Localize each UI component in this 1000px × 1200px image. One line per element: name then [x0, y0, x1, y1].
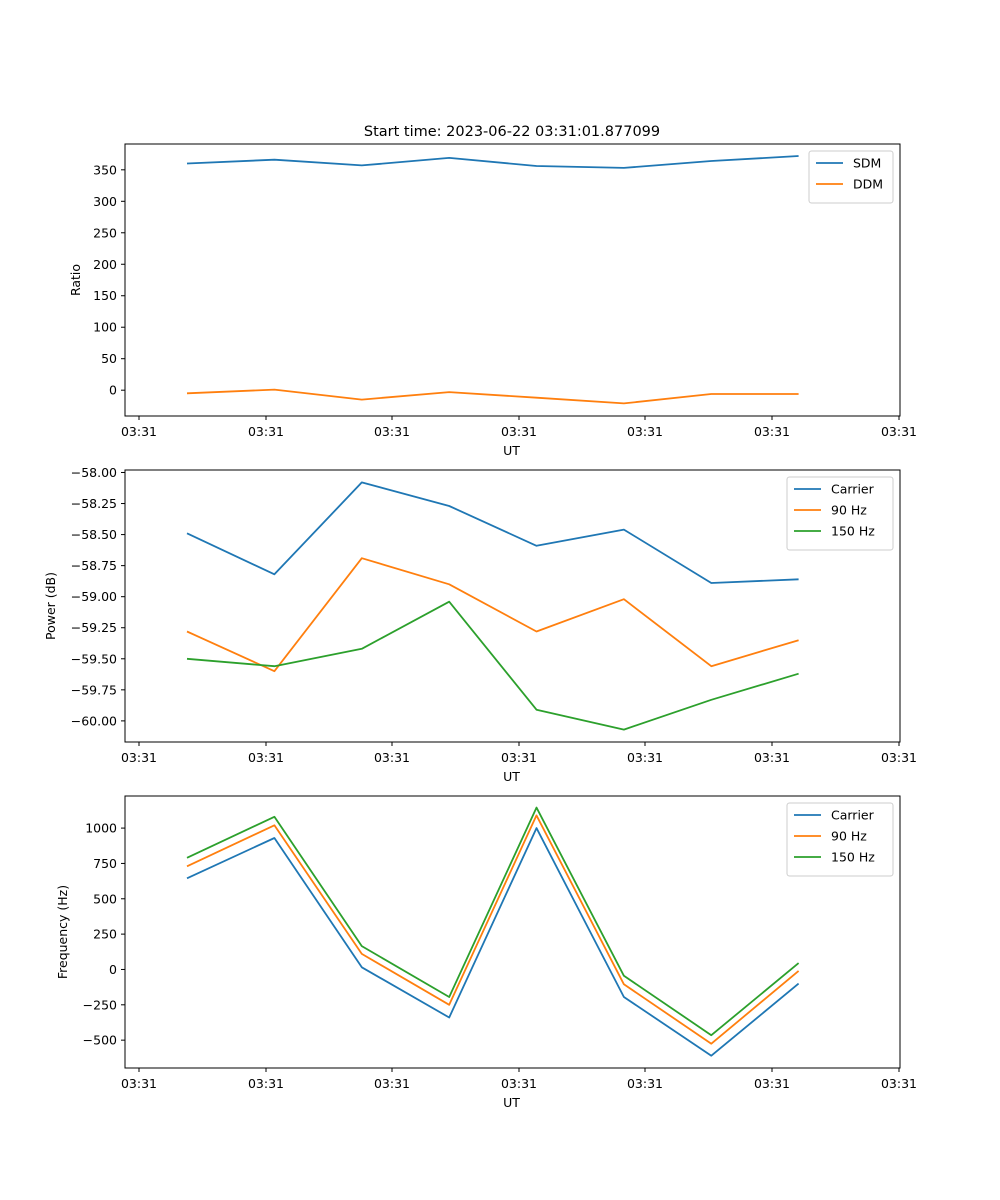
- y-tick-label: −60.00: [71, 713, 117, 728]
- y-axis-label: Power (dB): [43, 572, 58, 640]
- x-tick-label: 03:31: [627, 1076, 663, 1091]
- x-tick-label: 03:31: [374, 424, 410, 439]
- y-tick-label: 750: [93, 856, 117, 871]
- y-tick-label: −59.25: [71, 620, 117, 635]
- legend-label: SDM: [853, 156, 881, 171]
- x-tick-label: 03:31: [121, 750, 157, 765]
- y-tick-label: −250: [83, 997, 117, 1012]
- legend-label: 90 Hz: [831, 829, 867, 844]
- y-tick-label: −58.00: [71, 465, 117, 480]
- y-tick-label: −58.25: [71, 496, 117, 511]
- x-tick-label: 03:31: [754, 1076, 790, 1091]
- y-tick-label: 500: [93, 891, 117, 906]
- y-axis-label: Ratio: [68, 264, 83, 296]
- x-tick-label: 03:31: [881, 750, 917, 765]
- x-tick-label: 03:31: [121, 424, 157, 439]
- legend-label: Carrier: [831, 482, 875, 497]
- x-axis-label: UT: [503, 1095, 520, 1110]
- y-tick-label: 300: [93, 194, 117, 209]
- legend-label: 150 Hz: [831, 524, 875, 539]
- x-tick-label: 03:31: [754, 750, 790, 765]
- series-line-carrier: [186, 827, 800, 1057]
- x-tick-label: 03:31: [627, 750, 663, 765]
- legend: Carrier 90 Hz 150 Hz: [786, 476, 894, 551]
- series-line-carrier: [186, 481, 799, 584]
- y-tick-label: −59.00: [71, 589, 117, 604]
- axes-frame: [124, 469, 901, 743]
- y-tick-label: 250: [93, 927, 117, 942]
- y-tick-label: 100: [93, 320, 117, 335]
- legend-label: DDM: [853, 177, 883, 192]
- x-axis-label: UT: [503, 769, 520, 784]
- x-tick-label: 03:31: [374, 1076, 410, 1091]
- y-tick-label: 0: [109, 962, 117, 977]
- y-tick-label: −59.75: [71, 682, 117, 697]
- x-tick-label: 03:31: [501, 1076, 537, 1091]
- x-tick-label: 03:31: [627, 424, 663, 439]
- y-tick-label: 150: [93, 288, 117, 303]
- y-tick-label: 0: [109, 383, 117, 398]
- x-tick-label: 03:31: [501, 424, 537, 439]
- chart-panel-2: −60.00 −59.75 −59.50 −59.25 −59.00 −58.75 −58.…: [43, 465, 917, 784]
- legend-label: 90 Hz: [831, 503, 867, 518]
- x-tick-label: 03:31: [248, 1076, 284, 1091]
- y-tick-label: 1000: [85, 821, 117, 836]
- y-tick-label: 50: [101, 351, 117, 366]
- x-tick-label: 03:31: [754, 424, 790, 439]
- x-tick-label: 03:31: [881, 1076, 917, 1091]
- axes-frame: [124, 795, 901, 1069]
- legend: SDM DDM: [808, 150, 894, 204]
- series-line-90-hz: [186, 557, 799, 673]
- y-tick-label: 200: [93, 257, 117, 272]
- y-axis-label: Frequency (Hz): [55, 885, 70, 979]
- x-tick-label: 03:31: [501, 750, 537, 765]
- y-tick-label: −58.50: [71, 527, 117, 542]
- series-line-sdm: [186, 155, 799, 169]
- x-tick-label: 03:31: [121, 1076, 157, 1091]
- chart-panel-1: 0 50 100 150 200 250 300 350 03:31 03:31 03:31 03:3…: [68, 143, 917, 458]
- legend-box: [808, 150, 894, 204]
- figure-title: Start time: 2023-06-22 03:31:01.877099: [364, 124, 660, 140]
- y-tick-label: −58.75: [71, 558, 117, 573]
- axes-frame: [124, 143, 901, 417]
- legend-label: Carrier: [831, 808, 875, 823]
- series-line-150-hz: [186, 600, 799, 731]
- y-tick-label: −59.50: [71, 651, 117, 666]
- x-tick-label: 03:31: [881, 424, 917, 439]
- x-tick-label: 03:31: [248, 424, 284, 439]
- series-line-ddm: [186, 388, 799, 405]
- y-tick-label: 350: [93, 162, 117, 177]
- legend: Carrier 90 Hz 150 Hz: [786, 802, 894, 877]
- x-tick-label: 03:31: [248, 750, 284, 765]
- x-tick-label: 03:31: [374, 750, 410, 765]
- legend-label: 150 Hz: [831, 850, 875, 865]
- series-line-90-hz: [186, 814, 800, 1045]
- chart-panel-3: −500 −250 0 250 500 750 1000 03:31 03:31 03:31 03:…: [55, 795, 917, 1110]
- series-line-150-hz: [186, 806, 800, 1037]
- y-tick-label: −500: [83, 1033, 117, 1048]
- y-tick-label: 250: [93, 225, 117, 240]
- x-axis-label: UT: [503, 443, 520, 458]
